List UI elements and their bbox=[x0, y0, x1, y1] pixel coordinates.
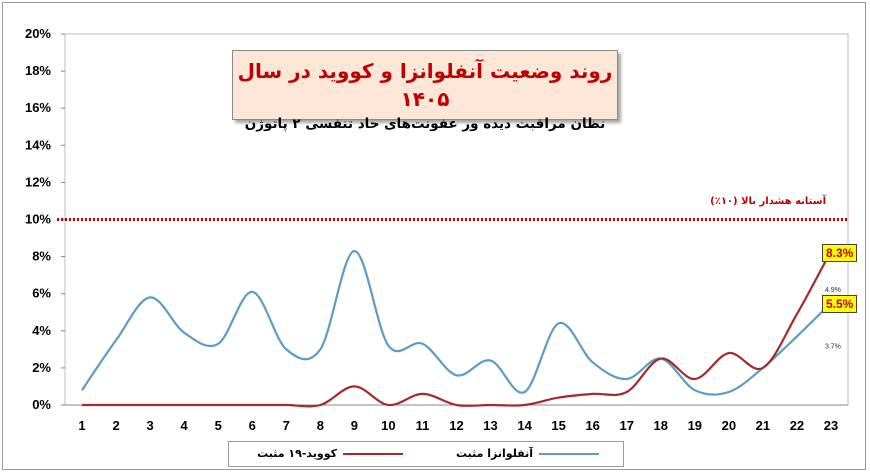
chart-title: روند وضعیت آنفلوانزا و کووید در سال ۱۴۰۵ bbox=[237, 59, 613, 111]
x-tick-label: 20 bbox=[722, 418, 736, 433]
y-tick-label: 20% bbox=[25, 26, 51, 41]
series-line-flu bbox=[81, 249, 832, 396]
x-tick-label: 15 bbox=[551, 418, 565, 433]
x-tick-label: 11 bbox=[416, 418, 430, 433]
y-tick-label: 8% bbox=[32, 249, 51, 264]
y-tick-label: 12% bbox=[25, 174, 51, 189]
threshold-label: آستانه هشدار بالا (۱۰٪) bbox=[710, 196, 826, 207]
x-tick-label: 3 bbox=[146, 418, 153, 433]
y-tick-label: 4% bbox=[32, 323, 51, 338]
x-tick-label: 2 bbox=[112, 418, 119, 433]
legend-item-covid: کووید-۱۹ مثبت bbox=[257, 447, 403, 460]
chart-title-box: روند وضعیت آنفلوانزا و کووید در سال ۱۴۰۵… bbox=[232, 50, 618, 132]
x-tick-label: 14 bbox=[517, 418, 532, 433]
y-tick-label: 2% bbox=[32, 360, 51, 375]
x-tick-label: 22 bbox=[790, 418, 804, 433]
legend-label-covid: کووید-۱۹ مثبت bbox=[257, 447, 337, 460]
x-tick-label: 18 bbox=[654, 418, 668, 433]
x-tick-label: 23 bbox=[824, 418, 838, 433]
x-tick-label: 7 bbox=[283, 418, 290, 433]
x-tick-label: 17 bbox=[619, 418, 633, 433]
y-tick-label: 0% bbox=[32, 397, 51, 412]
y-tick-label: 6% bbox=[32, 286, 51, 301]
x-tick-label: 19 bbox=[688, 418, 702, 433]
legend-label-flu: آنفلوانزا مثبت bbox=[456, 447, 533, 460]
x-tick-label: 1 bbox=[78, 418, 85, 433]
legend: آنفلوانزا مثبت کووید-۱۹ مثبت bbox=[228, 441, 624, 467]
x-tick-label: 5 bbox=[215, 418, 222, 433]
x-tick-label: 9 bbox=[351, 418, 358, 433]
callout-covid-last: 8.3% bbox=[822, 244, 858, 262]
legend-item-flu: آنفلوانزا مثبت bbox=[456, 447, 599, 460]
legend-swatch-flu bbox=[539, 452, 599, 455]
series-line-covid bbox=[82, 250, 832, 408]
x-tick-label: 12 bbox=[449, 418, 463, 433]
legend-swatch-covid bbox=[343, 452, 403, 455]
x-tick-label: 6 bbox=[249, 418, 256, 433]
x-tick-label: 8 bbox=[317, 418, 324, 433]
x-tick-label: 16 bbox=[585, 418, 599, 433]
x-tick-label: 10 bbox=[381, 418, 395, 433]
y-tick-label: 16% bbox=[25, 100, 51, 115]
y-tick-label: 14% bbox=[25, 137, 51, 152]
x-tick-label: 21 bbox=[756, 418, 770, 433]
y-tick-label: 18% bbox=[25, 63, 51, 78]
y-tick-label: 10% bbox=[25, 212, 51, 227]
callout-flu-last: 5.5% bbox=[822, 295, 858, 313]
chart-subtitle: نظان مراقبت دیده ور عفونت‌های حاد تنفسی … bbox=[244, 116, 606, 132]
data-label-small: 4.9% bbox=[825, 287, 841, 294]
data-label-small: 3.7% bbox=[825, 343, 841, 350]
x-tick-label: 13 bbox=[483, 418, 497, 433]
x-tick-label: 4 bbox=[181, 418, 189, 433]
